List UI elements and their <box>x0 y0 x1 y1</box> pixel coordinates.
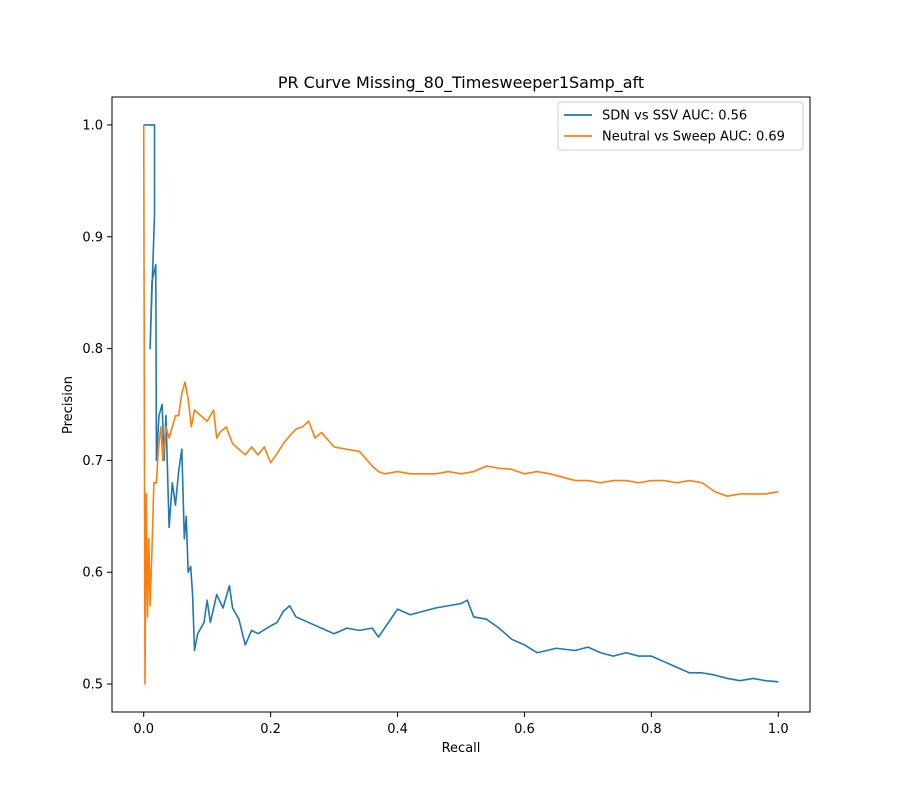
plot-frame <box>111 96 811 713</box>
x-tick-label: 0.8 <box>641 722 662 737</box>
legend-label-0: SDN vs SSV AUC: 0.56 <box>602 109 747 124</box>
legend: SDN vs SSV AUC: 0.56 Neutral vs Sweep AUC… <box>557 101 804 151</box>
x-tick-label: 0.4 <box>387 722 408 737</box>
y-tick-label: 0.6 <box>82 566 103 581</box>
y-tick-label: 0.5 <box>82 678 103 693</box>
legend-label-1: Neutral vs Sweep AUC: 0.69 <box>602 130 785 145</box>
x-tick-label: 0.2 <box>260 722 281 737</box>
x-tick-label: 1.0 <box>768 722 789 737</box>
series-line-1 <box>142 124 779 685</box>
series-line-0 <box>143 124 779 683</box>
legend-box <box>557 101 804 151</box>
x-tick-label: 0.0 <box>133 722 154 737</box>
chart-title: PR Curve Missing_80_Timesweeper1Samp_aft <box>278 73 644 93</box>
x-tick-label: 0.6 <box>514 722 535 737</box>
y-tick-label: 1.0 <box>82 118 103 133</box>
y-tick-label: 0.7 <box>82 454 103 469</box>
y-tick-label: 0.8 <box>82 342 103 357</box>
y-axis-label: Precision <box>61 376 76 434</box>
y-tick-label: 0.9 <box>82 230 103 245</box>
x-axis-label: Recall <box>442 741 481 756</box>
series-layer <box>142 124 779 685</box>
ticks-layer: 0.0 0.2 0.4 0.6 0.8 1.0 0.5 0.6 0.7 0.8 0.9 1.0 <box>82 118 788 737</box>
